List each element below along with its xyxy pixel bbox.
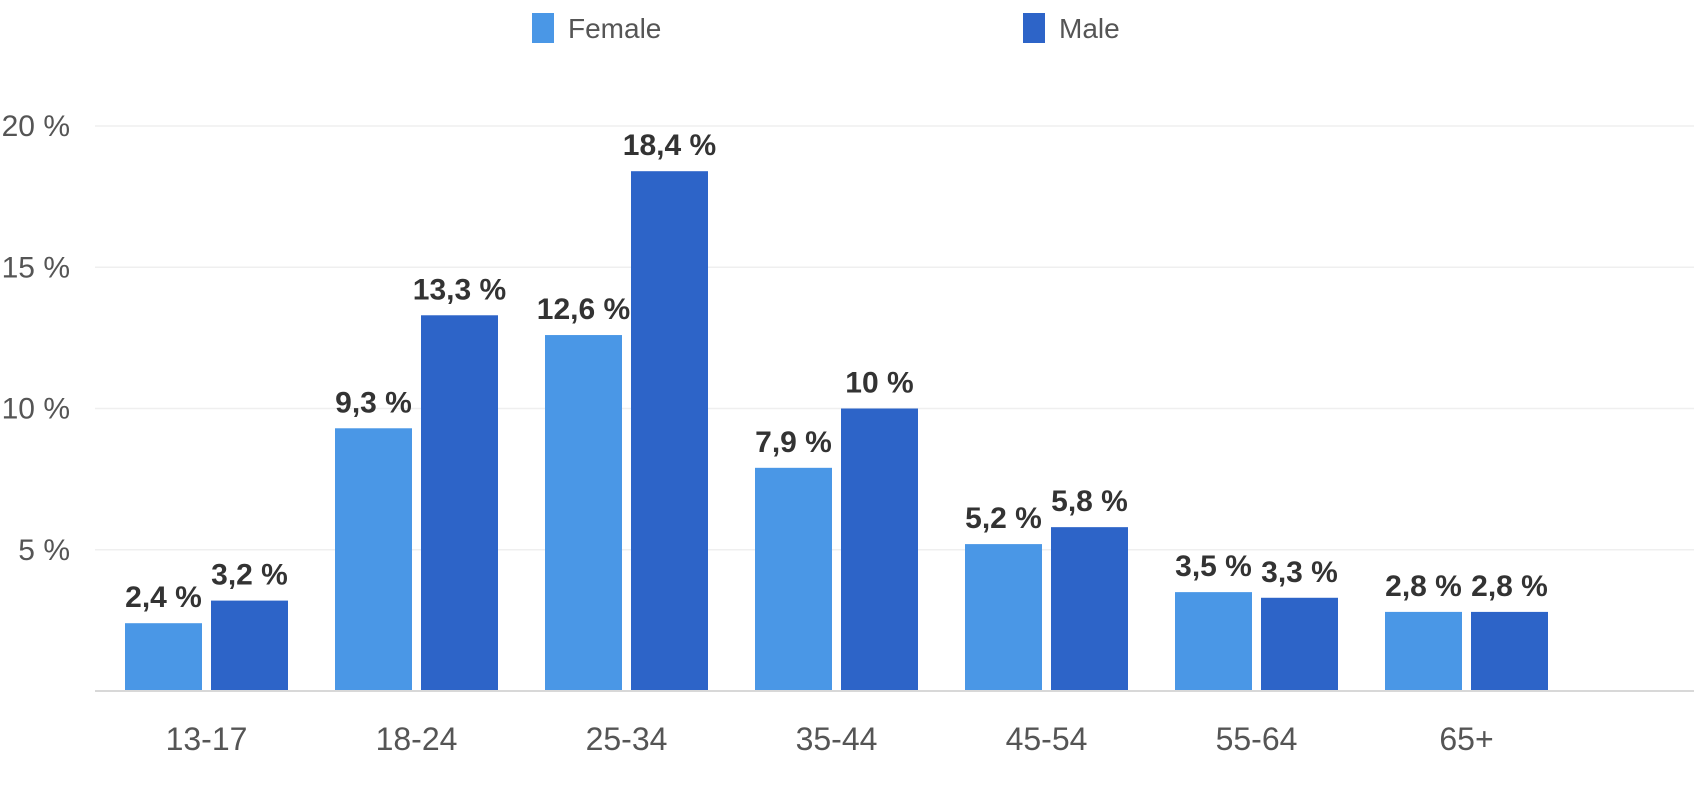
x-tick-label: 35-44 bbox=[796, 721, 878, 757]
male-data-label: 10 % bbox=[845, 367, 913, 400]
female-bar bbox=[755, 467, 832, 691]
female-bar bbox=[545, 335, 622, 691]
y-axis: 5 % 10 % 15 % 20 % bbox=[2, 110, 70, 567]
male-bar bbox=[211, 600, 288, 691]
male-bar bbox=[421, 315, 498, 691]
bars bbox=[125, 171, 1548, 691]
male-bar bbox=[1051, 527, 1128, 691]
y-tick-label: 10 % bbox=[2, 393, 70, 426]
legend-swatch bbox=[1023, 13, 1045, 43]
male-data-label: 3,2 % bbox=[211, 559, 288, 592]
female-data-label: 12,6 % bbox=[537, 293, 630, 326]
male-data-label: 3,3 % bbox=[1261, 556, 1338, 589]
female-data-label: 2,8 % bbox=[1385, 570, 1462, 603]
male-bar bbox=[1261, 597, 1338, 691]
female-data-label: 9,3 % bbox=[335, 386, 412, 419]
y-tick-label: 20 % bbox=[2, 110, 70, 143]
x-axis: 13-17 18-24 25-34 35-44 45-54 55-64 65+ bbox=[166, 721, 1494, 757]
x-tick-label: 25-34 bbox=[586, 721, 668, 757]
y-tick-label: 15 % bbox=[2, 251, 70, 284]
legend: Female Male bbox=[532, 13, 1120, 44]
x-tick-label: 13-17 bbox=[166, 721, 248, 757]
male-data-label: 18,4 % bbox=[623, 129, 716, 162]
male-bar bbox=[1471, 611, 1548, 691]
female-bar bbox=[335, 428, 412, 691]
legend-swatch bbox=[532, 13, 554, 43]
female-data-label: 5,2 % bbox=[965, 502, 1042, 535]
male-data-label: 13,3 % bbox=[413, 273, 506, 306]
x-tick-label: 55-64 bbox=[1216, 721, 1298, 757]
legend-label: Female bbox=[568, 13, 661, 44]
x-tick-label: 65+ bbox=[1439, 721, 1493, 757]
male-data-label: 5,8 % bbox=[1051, 485, 1128, 518]
legend-label: Male bbox=[1059, 13, 1120, 44]
male-data-label: 2,8 % bbox=[1471, 570, 1548, 603]
x-tick-label: 18-24 bbox=[376, 721, 458, 757]
female-bar bbox=[125, 623, 202, 691]
female-bar bbox=[1175, 592, 1252, 691]
data-labels: 2,4 % 3,2 % 9,3 % 13,3 % 12,6 % 18,4 % 7,9 % 10… bbox=[125, 129, 1548, 614]
female-bar bbox=[1385, 611, 1462, 691]
x-tick-label: 45-54 bbox=[1006, 721, 1088, 757]
female-data-label: 2,4 % bbox=[125, 581, 202, 614]
female-data-label: 3,5 % bbox=[1175, 550, 1252, 583]
male-bar bbox=[841, 408, 918, 691]
y-tick-label: 5 % bbox=[18, 534, 70, 567]
male-bar bbox=[631, 171, 708, 691]
female-data-label: 7,9 % bbox=[755, 426, 832, 459]
female-bar bbox=[965, 544, 1042, 691]
